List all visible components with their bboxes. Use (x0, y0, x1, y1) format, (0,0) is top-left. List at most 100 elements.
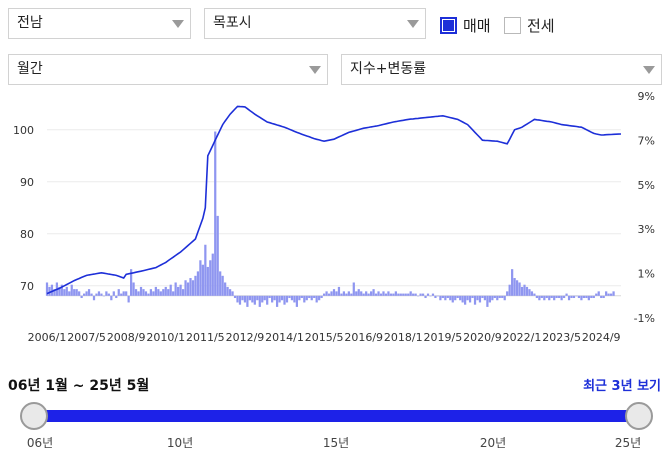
change-bar (424, 295, 427, 299)
change-bar (506, 291, 509, 296)
change-bar (459, 295, 462, 301)
x-axis-tick-label: 2008/9 (107, 331, 146, 344)
change-bar (253, 295, 256, 305)
change-bar (278, 295, 281, 303)
region-select[interactable]: 전남 (8, 8, 191, 39)
change-bar (97, 291, 101, 296)
jeonse-checkbox[interactable]: 전세 (504, 15, 555, 36)
change-bar (347, 291, 350, 296)
change-bar (496, 295, 499, 301)
chevron-down-icon (172, 20, 184, 28)
chevron-down-icon (309, 66, 321, 74)
change-bar (258, 295, 261, 307)
change-bar (251, 295, 254, 303)
change-bar (374, 293, 378, 296)
change-bar (144, 291, 148, 296)
change-bar (149, 289, 153, 296)
change-bar (216, 215, 219, 296)
change-bar (154, 286, 157, 296)
change-bar (538, 295, 541, 301)
change-bar (179, 284, 182, 296)
change-bar (357, 289, 360, 296)
change-bar (112, 291, 115, 296)
change-bar (75, 289, 78, 296)
right-axis-tick-label: 3% (638, 223, 655, 236)
change-bar (310, 295, 313, 301)
city-select[interactable]: 목포시 (204, 8, 426, 39)
change-bar (127, 295, 130, 303)
change-bar (560, 295, 563, 301)
change-bar (340, 293, 343, 296)
change-bar (58, 286, 61, 296)
change-bar (70, 284, 73, 296)
change-bar (196, 271, 200, 296)
recent-3y-button[interactable]: 최근 3년 보기 (583, 379, 661, 394)
change-bar (345, 293, 348, 296)
change-bar (397, 293, 400, 296)
change-bar (73, 289, 76, 296)
change-bar (318, 295, 321, 301)
right-axis-tick-label: -1% (634, 312, 655, 325)
year-tick-label: 06년 (26, 436, 54, 450)
metric-select[interactable]: 지수+변동률 (341, 54, 662, 85)
change-bar (518, 282, 521, 296)
x-axis-tick-label: 2016/9 (344, 331, 383, 344)
range-start-handle[interactable] (20, 402, 48, 430)
change-bar (511, 269, 514, 296)
change-bar (409, 291, 412, 296)
x-axis-tick-label: 2011/5 (186, 331, 225, 344)
change-bar (248, 295, 251, 301)
change-bar (555, 295, 558, 299)
change-bar (45, 282, 49, 296)
change-bar (100, 293, 103, 296)
change-bar (174, 282, 177, 296)
change-bar (290, 295, 294, 301)
change-bar (134, 289, 138, 296)
change-bar (605, 291, 608, 296)
change-bar (85, 291, 88, 296)
change-bar (68, 291, 71, 296)
range-end-handle[interactable] (625, 402, 653, 430)
change-bar (525, 286, 529, 296)
change-bar (280, 295, 284, 301)
change-bar (592, 295, 595, 299)
change-bar (449, 295, 452, 301)
change-bar (493, 295, 496, 299)
x-axis-tick-label: 2020/9 (463, 331, 502, 344)
change-bar (379, 293, 383, 296)
change-bar (350, 293, 353, 296)
range-slider-track[interactable] (34, 410, 639, 422)
metric-select-value: 지수+변동률 (350, 61, 427, 77)
change-bar (612, 291, 615, 296)
change-bar (214, 131, 217, 296)
range-label: 06년 1월 ~ 25년 5월 (8, 378, 150, 394)
change-bar (90, 293, 93, 296)
sale-checkbox[interactable]: 매매 (440, 15, 491, 36)
change-bar (602, 295, 605, 299)
change-bar (130, 269, 133, 296)
change-bar (241, 295, 244, 301)
change-bar (107, 293, 110, 296)
change-bar (501, 295, 504, 299)
change-bar (562, 295, 566, 299)
change-bar (105, 291, 108, 296)
left-axis-tick-label: 80 (20, 228, 34, 241)
change-bar (609, 293, 613, 296)
change-bar (483, 295, 487, 301)
change-bar (451, 295, 454, 303)
change-bars (45, 131, 615, 307)
period-select[interactable]: 월간 (8, 54, 328, 85)
period-select-value: 월간 (17, 61, 43, 77)
change-bar (122, 291, 125, 296)
right-axis-tick-label: 9% (638, 90, 655, 103)
change-bar (159, 291, 162, 296)
change-bar (577, 295, 581, 299)
change-bar (530, 291, 534, 296)
change-bar (580, 295, 583, 301)
change-bar (414, 293, 417, 296)
change-bar (585, 295, 588, 299)
change-bar (221, 275, 224, 296)
change-bar (439, 295, 442, 301)
change-bar (285, 295, 289, 303)
change-bar (63, 289, 66, 296)
